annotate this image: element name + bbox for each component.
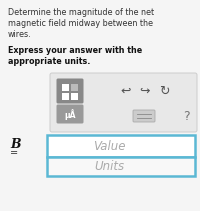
FancyBboxPatch shape — [50, 73, 197, 132]
Text: ↪: ↪ — [140, 84, 150, 97]
Bar — [47, 135, 195, 157]
Text: ↩: ↩ — [121, 84, 131, 97]
Text: ?: ? — [183, 110, 189, 123]
FancyBboxPatch shape — [57, 104, 84, 123]
Bar — [70, 84, 78, 91]
Text: Express your answer with the: Express your answer with the — [8, 46, 142, 55]
Text: Value: Value — [93, 139, 125, 153]
Text: appropriate units.: appropriate units. — [8, 57, 90, 66]
Bar — [47, 157, 195, 176]
Text: magnetic field midway between the: magnetic field midway between the — [8, 19, 153, 28]
Bar — [62, 92, 69, 100]
Text: μÅ: μÅ — [64, 109, 76, 120]
Text: wires.: wires. — [8, 30, 32, 39]
Text: Units: Units — [94, 160, 124, 173]
Text: B: B — [10, 138, 21, 150]
FancyBboxPatch shape — [133, 110, 155, 122]
Bar — [62, 84, 69, 91]
Bar — [70, 92, 78, 100]
Text: Determine the magnitude of the net: Determine the magnitude of the net — [8, 8, 154, 17]
FancyBboxPatch shape — [57, 78, 84, 104]
Text: ↻: ↻ — [159, 84, 169, 97]
Text: =: = — [10, 148, 18, 158]
